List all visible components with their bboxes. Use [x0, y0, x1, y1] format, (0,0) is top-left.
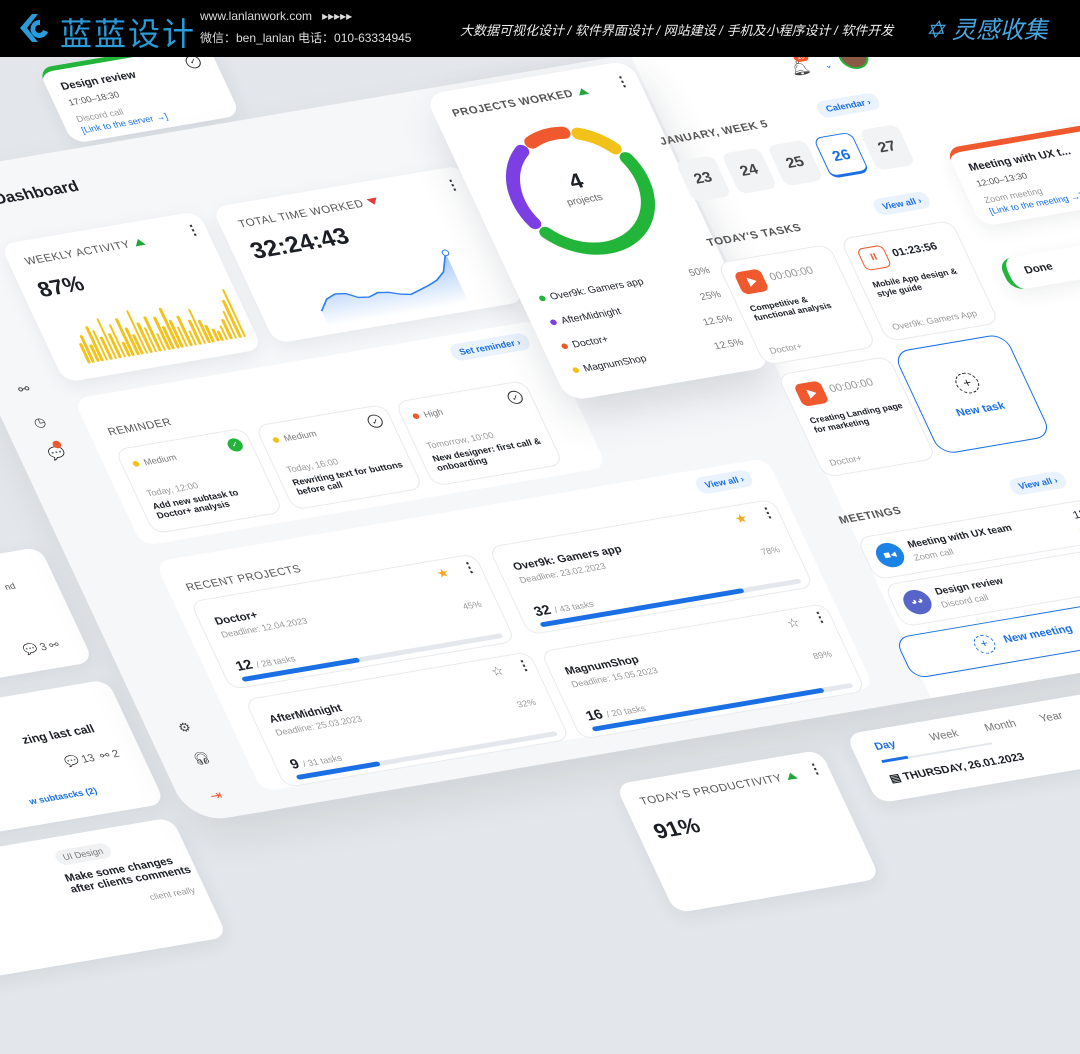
- reminder-card[interactable]: Medium ✓ Today, 16:00 Rewriting text for…: [254, 403, 424, 511]
- discord-icon: ◕◕: [898, 587, 937, 617]
- activity-bars: [65, 286, 249, 364]
- more-icon[interactable]: ⋮: [757, 503, 778, 521]
- comment-icon: 💬: [21, 642, 40, 657]
- check-icon: ✓: [365, 413, 386, 429]
- projects-worked-card: PROJECTS WORKED ⋮ 4 projects Over9k: Gam…: [424, 60, 773, 402]
- tab-year[interactable]: Year: [1037, 709, 1066, 725]
- services-list: 大数据可视化设计 / 软件界面设计 / 网站建设 / 手机及小程序设计 / 软件…: [460, 23, 894, 38]
- play-icon[interactable]: [733, 268, 770, 295]
- sparkline-end-point: [441, 249, 450, 257]
- inspiration-brand: ✡ 灵感收集: [925, 17, 1048, 44]
- view-all-projects-button[interactable]: View all ›: [693, 469, 756, 495]
- comment-icon: 💬: [62, 754, 82, 769]
- zoom-icon: ■◂: [871, 540, 909, 570]
- more-icon[interactable]: ⋮: [804, 759, 826, 778]
- dashboard-mockup: Design review ✓ 17:00–18:30 Discord call…: [0, 0, 1080, 1013]
- more-icon[interactable]: ⋮: [441, 176, 463, 194]
- tab-day[interactable]: Day: [872, 738, 898, 753]
- play-icon[interactable]: [793, 380, 830, 407]
- set-reminder-button[interactable]: Set reminder ›: [447, 332, 532, 362]
- logo-icon: [20, 14, 48, 42]
- more-icon[interactable]: ⋮: [458, 558, 480, 576]
- pause-icon[interactable]: II: [856, 244, 893, 272]
- check-icon: ✓: [505, 389, 526, 405]
- more-icon[interactable]: ⋮: [513, 656, 535, 674]
- meeting-title: Design review: [58, 69, 139, 93]
- reminder-card[interactable]: Medium ✓ Today, 12:00 Add new subtask to…: [114, 427, 284, 535]
- donut-segment: [505, 126, 656, 255]
- donut-segment: [505, 126, 656, 255]
- total-time-card: TOTAL TIME WORKED ⋮ 32:24:43: [211, 165, 526, 344]
- trend-down-icon: [366, 197, 380, 206]
- more-icon[interactable]: ⋮: [611, 72, 633, 90]
- share-icon: ⚯: [47, 639, 62, 652]
- star-icon[interactable]: ☆: [488, 663, 507, 679]
- trend-up-icon: [133, 238, 147, 247]
- contact-info: 微信：ben_lanlan 电话：010-63334945: [200, 31, 412, 45]
- tab-month[interactable]: Month: [982, 717, 1019, 735]
- star-icon: ✡: [925, 17, 946, 44]
- donut-segment: [505, 126, 656, 255]
- left-task-card[interactable]: UI Design Make some changes after client…: [0, 817, 228, 981]
- more-icon[interactable]: ⋮: [182, 221, 204, 239]
- site-url[interactable]: www.lanlanwork.com ▸▸▸▸▸: [200, 9, 353, 23]
- add-icon: +: [970, 633, 999, 656]
- site-header: 蓝蓝设计 www.lanlanwork.com ▸▸▸▸▸ 微信：ben_lan…: [0, 0, 1080, 57]
- time-sparkline: [320, 249, 469, 327]
- more-icon[interactable]: ⋮: [809, 608, 831, 626]
- reminder-card[interactable]: High ✓ Tomorrow, 10:00 New designer: fir…: [394, 379, 564, 487]
- add-icon: +: [951, 371, 983, 396]
- check-icon: ✓: [225, 437, 246, 453]
- projects-donut: [505, 126, 656, 255]
- logo-text: 蓝蓝设计: [60, 16, 197, 52]
- sparkline-line: [320, 252, 447, 312]
- star-icon[interactable]: ★: [731, 510, 751, 527]
- star-icon[interactable]: ★: [433, 565, 452, 581]
- tab-week[interactable]: Week: [927, 727, 961, 744]
- sparkline-area: [321, 252, 469, 327]
- productivity-card: TODAY'S PRODUCTIVITY ⋮ 91%: [615, 749, 881, 914]
- star-icon[interactable]: ☆: [783, 614, 803, 631]
